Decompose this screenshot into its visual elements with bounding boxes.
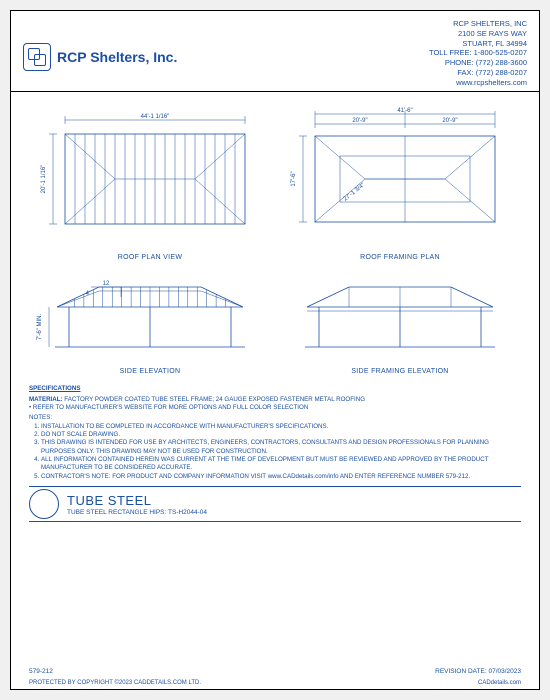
note-item: CONTRACTOR'S NOTE: FOR PRODUCT AND COMPA… — [41, 473, 521, 481]
notes-label: NOTES: — [29, 414, 521, 422]
contact-fax: FAX: (772) 288-0207 — [429, 68, 527, 78]
material-sub: • REFER TO MANUFACTURER'S WEBSITE FOR MO… — [29, 404, 521, 412]
svg-text:20'-1 1/16": 20'-1 1/16" — [41, 165, 47, 194]
footer-top: 579-212 REVISION DATE: 07/03/2023 — [11, 668, 539, 675]
notes-list: INSTALLATION TO BE COMPLETED IN ACCORDAN… — [29, 423, 521, 482]
note-item: ALL INFORMATION CONTAINED HEREIN WAS CUR… — [41, 456, 521, 473]
panel-roof-framing: 41'-6" 20'-9" 20'-9" 17'-6" — [279, 106, 521, 261]
contact-tollfree: TOLL FREE: 1-800-525-0207 — [429, 48, 527, 58]
contact-block: RCP SHELTERS, INC 2100 SE RAYS WAY STUAR… — [429, 19, 527, 87]
header: RCP Shelters, Inc. RCP SHELTERS, INC 210… — [11, 11, 539, 92]
title-block: TUBE STEEL TUBE STEEL RECTANGLE HIPS: TS… — [29, 486, 521, 522]
note-item: THIS DRAWING IS INTENDED FOR USE BY ARCH… — [41, 439, 521, 456]
material-text: FACTORY POWDER COATED TUBE STEEL FRAME; … — [63, 396, 365, 403]
title-main: TUBE STEEL — [67, 493, 207, 508]
note-item: INSTALLATION TO BE COMPLETED IN ACCORDAN… — [41, 423, 521, 431]
company-name: RCP Shelters, Inc. — [57, 49, 177, 65]
contact-addr1: 2100 SE RAYS WAY — [429, 29, 527, 39]
contact-web: www.rcpshelters.com — [429, 78, 527, 88]
svg-text:20'-9": 20'-9" — [352, 118, 367, 124]
material-line: MATERIAL: FACTORY POWDER COATED TUBE STE… — [29, 396, 521, 404]
contact-addr2: STUART, FL 34994 — [429, 39, 527, 49]
svg-text:17'-6": 17'-6" — [291, 172, 297, 187]
roof-framing-svg: 41'-6" 20'-9" 20'-9" 17'-6" — [285, 106, 515, 246]
roof-plan-svg: 44'-1 1/16" 20'-1 1/16" — [35, 106, 265, 246]
material-label: MATERIAL: — [29, 396, 63, 403]
rcp-logo-icon — [23, 43, 51, 71]
specifications: SPECIFICATIONS MATERIAL: FACTORY POWDER … — [11, 379, 539, 483]
ref-number: 579-212 — [29, 668, 53, 675]
title-sub: TUBE STEEL RECTANGLE HIPS: TS-H2044-04 — [67, 509, 207, 516]
side-framing-title: SIDE FRAMING ELEVATION — [351, 368, 448, 375]
svg-text:20'-9": 20'-9" — [442, 118, 457, 124]
specs-heading: SPECIFICATIONS — [29, 385, 521, 393]
site-link: CADdetails.com — [478, 680, 521, 686]
side-elev-svg: 7'-6" MIN. 12 4 — [35, 265, 265, 360]
svg-text:7'-6" MIN.: 7'-6" MIN. — [37, 314, 43, 341]
contact-phone: PHONE: (772) 288-3600 — [429, 58, 527, 68]
revision-date: REVISION DATE: 07/03/2023 — [435, 668, 521, 675]
roof-plan-title: ROOF PLAN VIEW — [118, 254, 183, 261]
panel-side-framing: SIDE FRAMING ELEVATION — [279, 265, 521, 375]
contact-name: RCP SHELTERS, INC — [429, 19, 527, 29]
drawings-grid: 44'-1 1/16" 20'-1 1/16" ROOF PLAN VIEW — [11, 92, 539, 379]
panel-side-elev: 7'-6" MIN. 12 4 SIDE ELEVATION — [29, 265, 271, 375]
roof-framing-title: ROOF FRAMING PLAN — [360, 254, 440, 261]
title-text: TUBE STEEL TUBE STEEL RECTANGLE HIPS: TS… — [67, 493, 207, 516]
note-item: DO NOT SCALE DRAWING. — [41, 431, 521, 439]
panel-roof-plan: 44'-1 1/16" 20'-1 1/16" ROOF PLAN VIEW — [29, 106, 271, 261]
svg-text:27'-1 3/4": 27'-1 3/4" — [343, 183, 367, 203]
footer-bottom: PROTECTED BY COPYRIGHT ©2023 CADDETAILS.… — [11, 680, 539, 686]
copyright: PROTECTED BY COPYRIGHT ©2023 CADDETAILS.… — [29, 680, 201, 686]
svg-text:41'-6": 41'-6" — [397, 108, 412, 114]
svg-text:12: 12 — [103, 281, 110, 287]
side-elev-title: SIDE ELEVATION — [120, 368, 181, 375]
drawing-sheet: RCP Shelters, Inc. RCP SHELTERS, INC 210… — [10, 10, 540, 690]
detail-bubble-icon — [29, 489, 59, 519]
svg-text:44'-1 1/16": 44'-1 1/16" — [141, 114, 170, 120]
logo-block: RCP Shelters, Inc. — [23, 27, 177, 87]
side-framing-svg — [285, 265, 515, 360]
